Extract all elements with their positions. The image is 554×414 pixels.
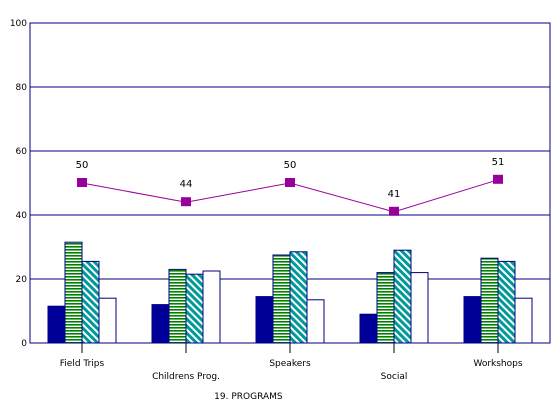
line-marker — [285, 178, 295, 187]
data-label: 50 — [284, 160, 297, 171]
bar — [514, 297, 533, 344]
bar — [393, 249, 412, 344]
bar — [168, 268, 187, 344]
x-tick-label: Speakers — [269, 359, 311, 369]
line-marker — [77, 178, 87, 187]
x-axis-label: 19. PROGRAMS — [214, 392, 283, 402]
y-axis-ticks: 0 20 40 60 80 100 — [10, 19, 27, 349]
line-marker — [181, 197, 191, 207]
line-marker — [389, 206, 399, 216]
bar — [64, 241, 83, 344]
bar — [463, 296, 482, 344]
plot-frame — [29, 22, 551, 344]
bar — [151, 304, 170, 344]
y-tick-label: 0 — [21, 339, 27, 349]
bar — [359, 313, 378, 344]
bar — [47, 305, 66, 344]
data-label: 44 — [180, 179, 193, 190]
bar — [272, 254, 291, 344]
bar — [202, 270, 221, 344]
y-tick-label: 20 — [16, 275, 28, 285]
x-tick-label: Childrens Prog. — [152, 372, 220, 382]
bar — [410, 272, 429, 344]
y-tick-label: 80 — [16, 83, 28, 93]
bar — [497, 260, 516, 344]
bar — [306, 299, 325, 344]
bar — [185, 273, 204, 344]
data-label: 41 — [388, 189, 401, 200]
y-tick-label: 40 — [16, 211, 28, 221]
bar — [255, 296, 274, 344]
bar — [289, 251, 308, 344]
x-tick-label: Field Trips — [60, 359, 105, 369]
bars — [47, 241, 533, 344]
data-label: 50 — [76, 160, 89, 171]
x-tick-label: Workshops — [473, 359, 522, 369]
bar — [376, 272, 395, 344]
data-label: 51 — [492, 157, 505, 168]
bar — [480, 257, 499, 344]
line-series: 50 44 50 41 51 — [76, 157, 505, 216]
x-axis-ticks: Field Trips Childrens Prog. Speakers Social… — [60, 343, 523, 382]
bar — [81, 260, 100, 344]
line-marker — [493, 174, 503, 184]
y-tick-label: 100 — [10, 19, 27, 29]
x-tick-label: Social — [381, 372, 408, 382]
y-tick-label: 60 — [16, 147, 28, 157]
bar — [98, 297, 117, 344]
